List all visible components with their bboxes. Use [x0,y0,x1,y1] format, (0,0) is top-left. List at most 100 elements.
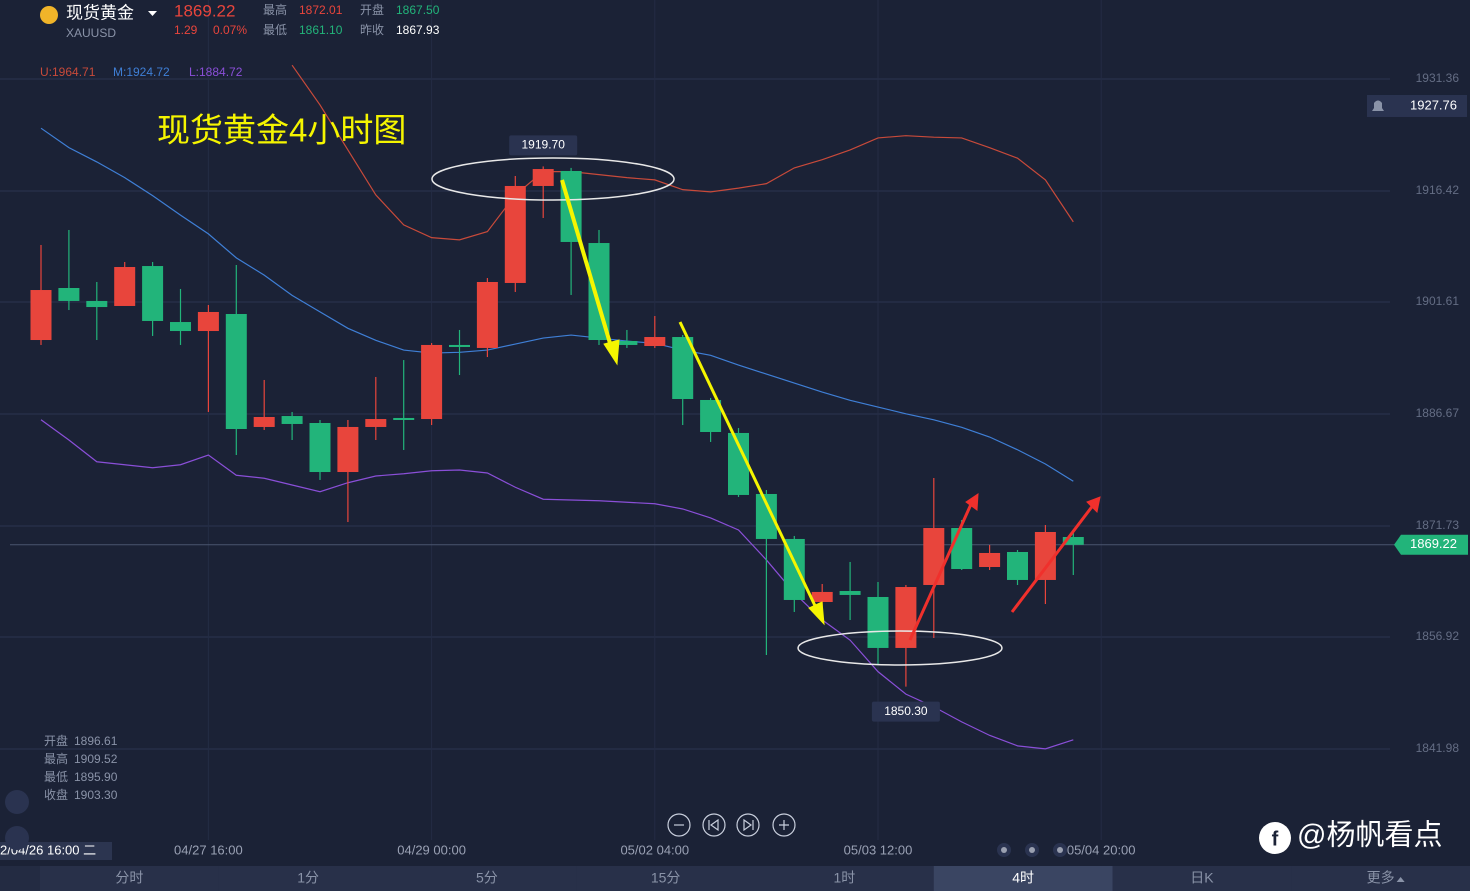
band-legend: L:1884.72 [189,65,243,79]
alert-box [1367,94,1467,117]
arrow-head [808,601,825,626]
candle-body [616,340,638,345]
candle-body [811,591,833,603]
tab-label: 15分 [651,870,681,886]
info-value: 1895.90 [74,770,118,784]
x-tick-label: 05/04 20:00 [1067,842,1136,857]
gold-icon [40,6,58,24]
stat-value: 1861.10 [299,23,343,37]
candle-body [449,344,470,347]
tab-label: 分时 [115,870,143,886]
y-tick-label: 1916.42 [1416,183,1460,197]
min-label-box [871,701,940,722]
tab-label: 5分 [476,870,498,886]
candle-body [672,337,694,400]
candle-body [281,416,303,424]
last-price-box [1394,534,1468,555]
tab[interactable] [40,866,219,891]
candle-body [337,426,359,473]
tab-label: 1时 [833,870,855,886]
candle-body [588,243,610,341]
ohlc-info: 开盘 1896.61 最高 1909.52 最低 1895.90 收盘 1903.30 [44,733,118,802]
scroll-start[interactable] [702,813,726,837]
x-tick-label: 05/02 04:00 [620,842,689,857]
candle-body [839,590,861,595]
tab[interactable] [1112,866,1292,891]
candle-body [58,287,80,301]
candle-body [755,493,777,539]
tab-label: 1分 [297,870,319,886]
annotations [431,157,1101,666]
candle-body [867,596,889,648]
zoom-controls [667,813,796,837]
info-label: 收盘 [44,787,68,802]
tab-label: 更多 [1367,870,1395,886]
candle-body [253,417,275,427]
arrow [908,501,974,641]
tool-button[interactable] [5,790,29,814]
candle-body [421,344,443,420]
candle-body [644,337,666,347]
arrow [1010,503,1096,613]
band-line [291,64,1074,241]
candle-body [170,322,191,332]
y-tick-label: 1901.61 [1416,294,1460,308]
max-label: 1919.70 [522,138,566,152]
change: 1.29 [174,23,198,37]
icon [743,818,754,832]
candle-body [728,432,749,495]
candle-body [532,169,554,186]
scroll-end[interactable] [736,813,760,837]
arrow-head [965,493,979,511]
tab[interactable] [576,866,755,891]
dot [1029,847,1035,853]
alert-bell [1372,100,1384,111]
candle-body [476,281,498,348]
info-value: 1909.52 [74,752,118,766]
candle-body [393,417,415,420]
ellipse [431,157,675,201]
icon [708,818,719,832]
watermark-glyph: f [1272,828,1279,850]
candle-body [86,300,108,308]
down-arrows [560,179,825,626]
max-label-box [509,135,578,156]
band-legend: U:1964.71 [40,65,96,79]
candle-body [700,399,722,432]
dot [1057,847,1063,853]
tab-caret [1396,877,1405,882]
band-legend: M:1924.72 [113,65,170,79]
candle-body [114,267,136,306]
x-tick-label: 04/29 00:00 [397,842,466,857]
tab[interactable] [397,866,577,891]
stat-label: 昨收 [360,23,384,37]
change-pct: 0.07% [213,23,247,37]
stat-label: 最低 [263,23,287,37]
tab[interactable] [933,866,1113,891]
x-tick-label: 04/27 16:00 [174,842,243,857]
ellipse [797,630,1003,666]
watermark-icon [1259,822,1291,854]
tool-button[interactable] [5,826,29,850]
stat-label: 最高 [263,2,287,17]
arrow [678,321,820,613]
min-label: 1850.30 [884,704,928,718]
price: 1869.22 [174,1,235,20]
x-tick-label: 05/03 12:00 [844,842,913,857]
stat-value: 1867.93 [396,23,440,37]
tab[interactable] [218,866,398,891]
tab[interactable] [1291,866,1470,891]
side-tools [5,790,29,850]
zoom-out[interactable] [667,813,691,837]
bands [40,64,1074,750]
y-tick-label: 1871.73 [1416,518,1460,532]
candle-body [979,552,1001,567]
tab-label: 4时 [1012,870,1034,886]
up-arrows [908,493,1101,641]
symbol-name: 现货黄金 [66,3,134,22]
tab[interactable] [755,866,934,891]
candle-body [923,528,945,585]
zoom-in[interactable] [772,813,796,837]
watermark-text: @杨帆看点 [1297,819,1442,852]
